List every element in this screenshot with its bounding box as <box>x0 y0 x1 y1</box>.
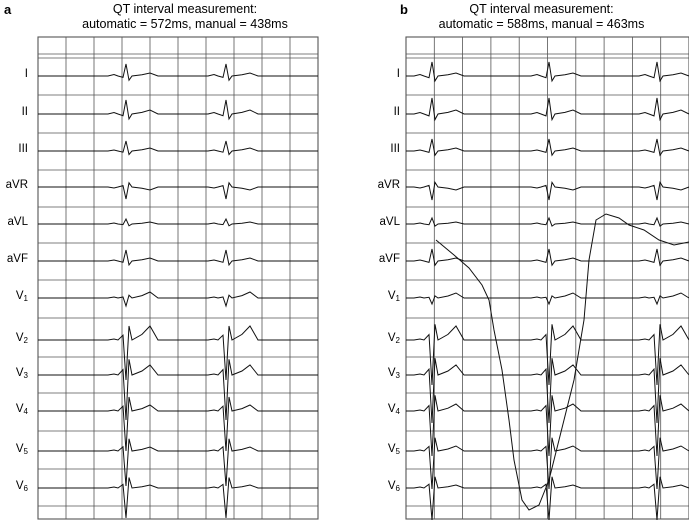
panel-b: b QT interval measurement: automatic = 5… <box>344 0 689 522</box>
panel-a-ecg-grid <box>0 0 345 522</box>
panel-a: a QT interval measurement: automatic = 5… <box>0 0 344 522</box>
panel-b-ecg-grid <box>344 0 689 522</box>
ecg-artefact-trace <box>436 214 689 510</box>
